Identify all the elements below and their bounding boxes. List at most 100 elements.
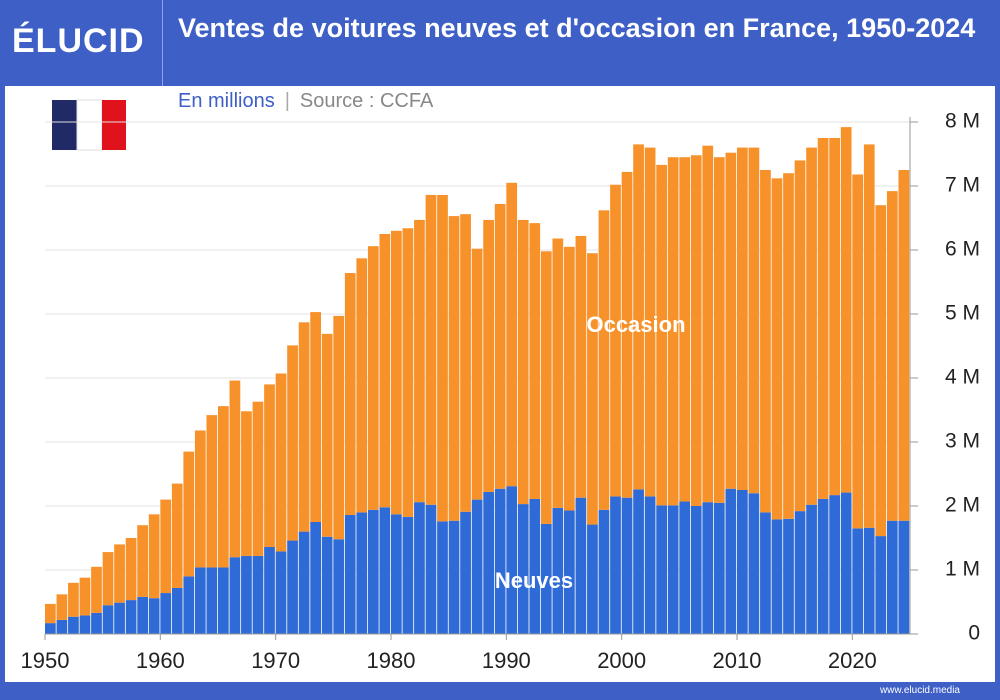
bar-segment bbox=[137, 596, 148, 634]
bar-segment bbox=[806, 504, 817, 634]
bar-segment bbox=[564, 246, 575, 511]
bar-segment bbox=[114, 602, 125, 634]
bar-segment bbox=[148, 514, 160, 599]
bar-segment bbox=[656, 505, 667, 634]
bar-segment bbox=[644, 147, 656, 497]
bar-segment bbox=[310, 522, 321, 634]
bar-segment bbox=[771, 178, 783, 520]
y-tick-label: 6 M bbox=[945, 238, 980, 261]
bar-segment bbox=[344, 273, 356, 515]
bar-segment bbox=[287, 345, 298, 541]
bar-segment bbox=[725, 152, 737, 489]
bar-segment bbox=[91, 612, 102, 634]
bar-segment bbox=[102, 605, 114, 634]
bar-segment bbox=[437, 521, 448, 634]
bar-segment bbox=[160, 499, 172, 594]
bar-segment bbox=[275, 373, 287, 552]
bar-segment bbox=[875, 205, 887, 537]
bar-segment bbox=[68, 582, 79, 617]
bar-segment bbox=[737, 490, 748, 634]
bar-segment bbox=[241, 555, 252, 634]
bar-segment bbox=[552, 507, 564, 634]
bar-segment bbox=[194, 567, 206, 634]
bar-segment bbox=[898, 520, 910, 634]
bar-segment bbox=[483, 491, 494, 634]
bars bbox=[45, 127, 910, 634]
bar-segment bbox=[610, 496, 621, 634]
bar-segment bbox=[598, 210, 610, 510]
bar-segment bbox=[402, 516, 414, 634]
bar-segment bbox=[333, 539, 345, 634]
x-tick-label: 2020 bbox=[828, 648, 877, 673]
bar-segment bbox=[817, 138, 829, 499]
bar-segment bbox=[713, 157, 725, 503]
bar-segment bbox=[817, 498, 829, 634]
bar-segment bbox=[160, 593, 172, 634]
bar-segment bbox=[206, 567, 218, 634]
bar-segment bbox=[79, 615, 91, 634]
y-tick-label: 1 M bbox=[945, 558, 980, 581]
bar-segment bbox=[702, 145, 714, 503]
bar-segment bbox=[471, 248, 483, 500]
bar-segment bbox=[633, 489, 644, 634]
bar-segment bbox=[379, 234, 391, 508]
bar-segment bbox=[633, 144, 644, 490]
bar-segment bbox=[56, 619, 68, 634]
bar-segment bbox=[702, 502, 714, 634]
bar-segment bbox=[321, 333, 333, 537]
bar-segment bbox=[852, 528, 864, 634]
bar-segment bbox=[644, 496, 656, 634]
bar-segment bbox=[241, 411, 252, 556]
bar-segment bbox=[148, 598, 160, 634]
bar-segment bbox=[552, 238, 564, 508]
bar-segment bbox=[321, 536, 333, 634]
bar-segment bbox=[713, 502, 725, 634]
bar-segment bbox=[690, 155, 702, 506]
y-tick-label: 3 M bbox=[945, 430, 980, 453]
x-tick-label: 2000 bbox=[597, 648, 646, 673]
bar-segment bbox=[587, 253, 598, 525]
source: Source : CCFA bbox=[299, 90, 434, 112]
bar-segment bbox=[575, 235, 587, 498]
logo: ÉLUCID bbox=[12, 22, 145, 60]
bar-segment bbox=[863, 527, 875, 634]
bar-segment bbox=[852, 174, 864, 529]
bar-segment bbox=[229, 557, 241, 634]
x-tick-label: 1980 bbox=[367, 648, 416, 673]
bar-segment bbox=[598, 509, 610, 634]
bar-segment bbox=[344, 514, 356, 634]
bar-segment bbox=[506, 182, 518, 487]
bar-segment bbox=[621, 497, 633, 634]
bar-segment bbox=[218, 406, 229, 568]
bar-segment bbox=[540, 523, 552, 634]
bar-segment bbox=[494, 203, 506, 489]
bar-segment bbox=[875, 536, 887, 634]
bar-segment bbox=[356, 512, 368, 634]
bar-segment bbox=[171, 483, 183, 588]
bar-segment bbox=[667, 505, 679, 634]
bar-segment bbox=[771, 519, 783, 634]
bar-segment bbox=[587, 524, 598, 634]
bar-segment bbox=[79, 577, 91, 616]
bar-segment bbox=[287, 540, 298, 634]
bar-segment bbox=[506, 486, 518, 634]
bar-segment bbox=[794, 160, 806, 512]
bar-segment bbox=[667, 157, 679, 506]
bar-segment bbox=[183, 451, 195, 577]
bar-segment bbox=[183, 576, 195, 634]
bar-segment bbox=[529, 498, 541, 634]
bar-segment bbox=[298, 531, 310, 634]
bar-segment bbox=[564, 510, 575, 634]
bar-segment bbox=[45, 603, 56, 624]
bar-segment bbox=[898, 170, 910, 521]
bar-segment bbox=[448, 520, 460, 634]
bar-segment bbox=[760, 512, 771, 634]
bar-segment bbox=[460, 511, 471, 634]
bar-segment bbox=[840, 492, 852, 634]
bar-segment bbox=[56, 594, 68, 620]
bar-segment bbox=[275, 551, 287, 634]
footer: www.elucid.media bbox=[879, 685, 960, 696]
bar-segment bbox=[264, 546, 275, 634]
bar-segment bbox=[806, 147, 817, 505]
bar-segment bbox=[794, 511, 806, 634]
